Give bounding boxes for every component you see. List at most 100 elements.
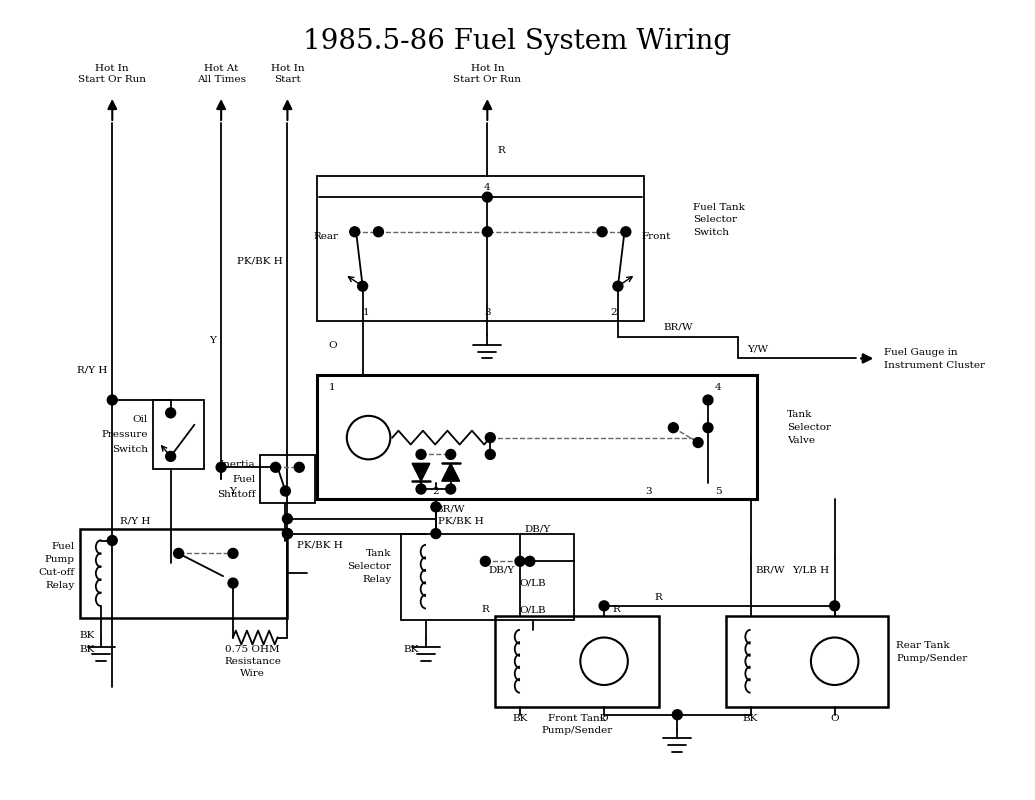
Circle shape bbox=[108, 535, 117, 546]
Text: DB/Y: DB/Y bbox=[525, 524, 552, 533]
Text: BK: BK bbox=[80, 631, 95, 640]
Circle shape bbox=[810, 638, 858, 685]
Circle shape bbox=[416, 450, 426, 459]
Circle shape bbox=[482, 227, 493, 237]
Bar bbox=[495, 616, 658, 706]
Text: Tank: Tank bbox=[788, 410, 812, 419]
Text: Cut-off: Cut-off bbox=[38, 568, 75, 577]
Text: 5: 5 bbox=[714, 486, 721, 495]
Text: 1985.5-86 Fuel System Wiring: 1985.5-86 Fuel System Wiring bbox=[303, 28, 731, 55]
Circle shape bbox=[599, 601, 609, 610]
Bar bbox=[153, 400, 204, 470]
Text: BK: BK bbox=[512, 714, 528, 723]
Text: Hot In: Hot In bbox=[270, 64, 304, 73]
Text: R/Y H: R/Y H bbox=[77, 366, 108, 375]
Text: R: R bbox=[612, 606, 620, 614]
Text: Start Or Run: Start Or Run bbox=[79, 75, 146, 84]
Circle shape bbox=[693, 438, 703, 447]
Circle shape bbox=[166, 451, 176, 462]
Circle shape bbox=[374, 227, 383, 237]
Text: Hot In: Hot In bbox=[471, 64, 504, 73]
Circle shape bbox=[525, 556, 535, 566]
Circle shape bbox=[350, 227, 359, 237]
Text: Y: Y bbox=[209, 336, 216, 345]
Text: Tank: Tank bbox=[366, 549, 391, 558]
Text: Rear Tank: Rear Tank bbox=[896, 641, 950, 650]
Text: Selector: Selector bbox=[693, 215, 737, 224]
Polygon shape bbox=[412, 463, 430, 481]
Text: BK: BK bbox=[404, 645, 419, 654]
Circle shape bbox=[485, 450, 495, 459]
Text: 4: 4 bbox=[714, 382, 721, 392]
Circle shape bbox=[480, 556, 491, 566]
Text: Switch: Switch bbox=[112, 445, 148, 454]
Text: Inertia: Inertia bbox=[219, 460, 256, 469]
Text: R: R bbox=[497, 146, 505, 155]
Text: Resistance: Resistance bbox=[225, 657, 282, 666]
Text: O: O bbox=[328, 341, 337, 350]
Text: BR/W: BR/W bbox=[663, 322, 693, 331]
Text: M: M bbox=[363, 433, 375, 442]
Circle shape bbox=[431, 529, 441, 538]
Circle shape bbox=[347, 416, 390, 459]
Bar bbox=[317, 375, 758, 499]
Text: O: O bbox=[830, 714, 839, 723]
Circle shape bbox=[108, 395, 117, 405]
Text: Pressure: Pressure bbox=[101, 430, 148, 439]
Text: Start Or Run: Start Or Run bbox=[453, 75, 522, 84]
Text: PK/BK H: PK/BK H bbox=[297, 541, 343, 550]
Text: BK: BK bbox=[80, 645, 95, 654]
Text: O/LB: O/LB bbox=[520, 578, 546, 587]
Text: O: O bbox=[599, 714, 609, 723]
Text: Front: Front bbox=[642, 232, 671, 242]
Text: 3: 3 bbox=[645, 486, 652, 495]
Text: Shutoff: Shutoff bbox=[216, 490, 256, 498]
Text: Fuel: Fuel bbox=[52, 542, 75, 551]
Text: 1: 1 bbox=[363, 309, 369, 318]
Bar bbox=[317, 176, 644, 321]
Bar bbox=[726, 616, 888, 706]
Circle shape bbox=[597, 227, 608, 237]
Circle shape bbox=[358, 282, 367, 291]
Circle shape bbox=[431, 502, 441, 512]
Text: Pump: Pump bbox=[45, 555, 75, 564]
Text: PK/BK H: PK/BK H bbox=[237, 257, 283, 266]
Bar bbox=[80, 529, 288, 618]
Circle shape bbox=[216, 462, 226, 472]
Text: M: M bbox=[598, 656, 610, 666]
Text: Valve: Valve bbox=[788, 436, 816, 445]
Circle shape bbox=[166, 408, 176, 418]
Text: Relay: Relay bbox=[46, 581, 75, 590]
Text: Fuel Tank: Fuel Tank bbox=[693, 202, 745, 211]
Circle shape bbox=[283, 529, 292, 538]
Text: R/Y H: R/Y H bbox=[120, 516, 150, 526]
Circle shape bbox=[673, 710, 682, 720]
Text: 2: 2 bbox=[433, 486, 439, 495]
Text: Pump/Sender: Pump/Sender bbox=[896, 654, 968, 662]
Text: Front Tank: Front Tank bbox=[548, 714, 605, 723]
Circle shape bbox=[416, 484, 426, 494]
Text: 2: 2 bbox=[611, 309, 617, 318]
Circle shape bbox=[174, 549, 183, 558]
Text: Hot In: Hot In bbox=[95, 64, 129, 73]
Text: Selector: Selector bbox=[348, 562, 391, 570]
Circle shape bbox=[283, 514, 292, 524]
Text: Fuel: Fuel bbox=[232, 474, 256, 484]
Text: Y/W: Y/W bbox=[747, 344, 768, 353]
Circle shape bbox=[613, 282, 623, 291]
Text: R: R bbox=[481, 606, 490, 614]
Bar bbox=[402, 534, 574, 620]
Polygon shape bbox=[442, 463, 460, 481]
Text: O/LB: O/LB bbox=[520, 606, 546, 614]
Bar bbox=[260, 455, 315, 503]
Circle shape bbox=[830, 601, 839, 610]
Circle shape bbox=[703, 422, 713, 433]
Circle shape bbox=[669, 422, 678, 433]
Circle shape bbox=[228, 578, 238, 588]
Text: Selector: Selector bbox=[788, 423, 831, 432]
Text: Pump/Sender: Pump/Sender bbox=[541, 726, 613, 735]
Text: DB/Y: DB/Y bbox=[489, 566, 515, 574]
Circle shape bbox=[446, 484, 455, 494]
Text: R: R bbox=[655, 594, 662, 602]
Circle shape bbox=[485, 433, 495, 442]
